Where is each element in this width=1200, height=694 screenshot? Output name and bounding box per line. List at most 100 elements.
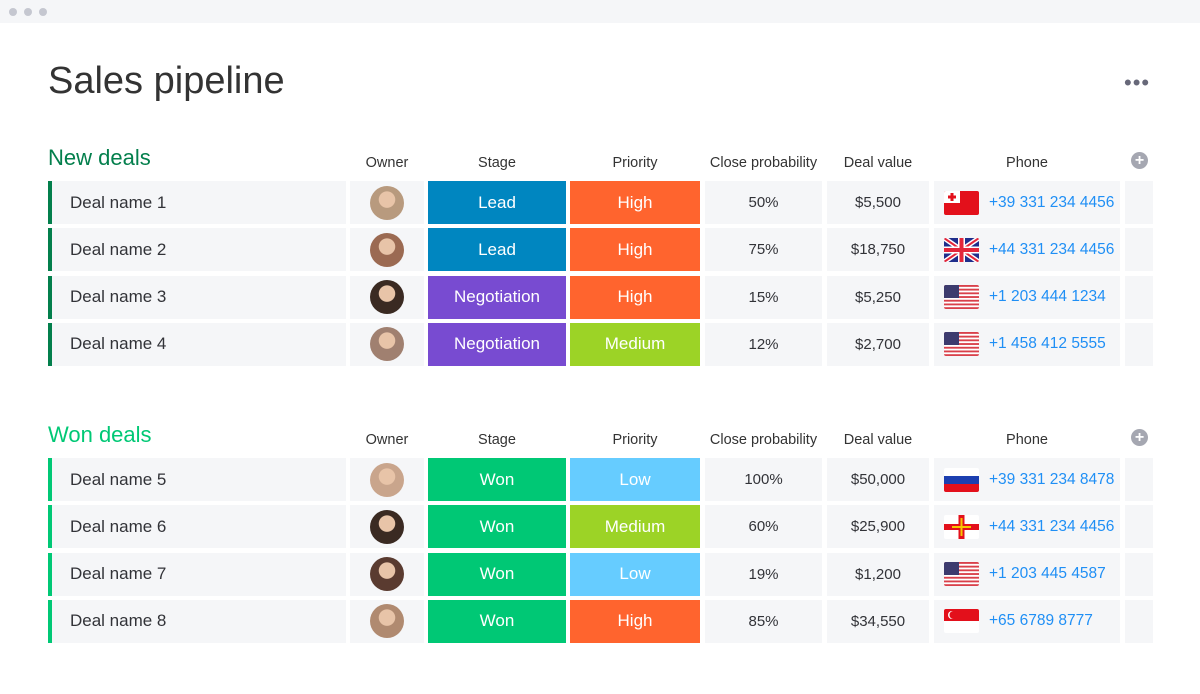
flag-us-icon [944, 332, 979, 357]
column-header-prob[interactable]: Close probability [709, 432, 818, 448]
priority-status[interactable]: Medium [570, 505, 700, 549]
column-header-phone[interactable]: Phone [1006, 432, 1048, 448]
phone-number[interactable]: +1 203 444 1234 [989, 288, 1106, 306]
add-column-icon[interactable]: + [1131, 152, 1148, 169]
avatar [370, 462, 404, 497]
priority-status[interactable]: Medium [570, 322, 700, 366]
avatar [370, 557, 404, 592]
more-options-icon[interactable]: ••• [1124, 70, 1151, 95]
phone-cell[interactable]: +44 331 234 4456 [934, 505, 1120, 549]
phone-cell[interactable]: +44 331 234 4456 [934, 228, 1120, 272]
empty-cell [1125, 275, 1153, 319]
column-header-priority[interactable]: Priority [612, 432, 658, 448]
deal-value[interactable]: $5,250 [827, 275, 929, 319]
owner-cell[interactable] [350, 458, 424, 501]
column-header-priority[interactable]: Priority [612, 155, 658, 171]
priority-status[interactable]: High [570, 599, 700, 643]
close-probability[interactable]: 75% [705, 228, 822, 272]
close-probability[interactable]: 19% [705, 552, 822, 596]
group-title[interactable]: Won deals [48, 422, 152, 447]
avatar [370, 280, 404, 315]
column-header-owner[interactable]: Owner [365, 155, 409, 171]
deal-name[interactable]: Deal name 5 [48, 458, 346, 501]
empty-cell [1125, 599, 1153, 643]
column-header-value[interactable]: Deal value [843, 432, 913, 448]
deal-value[interactable]: $25,900 [827, 505, 929, 549]
deal-name[interactable]: Deal name 6 [48, 505, 346, 549]
group-title[interactable]: New deals [48, 145, 151, 170]
deal-name[interactable]: Deal name 8 [48, 599, 346, 643]
stage-status[interactable]: Lead [428, 228, 566, 272]
empty-cell [1125, 458, 1153, 501]
phone-cell[interactable]: +39 331 234 8478 [934, 458, 1120, 501]
deal-value[interactable]: $1,200 [827, 552, 929, 596]
column-header-prob[interactable]: Close probability [709, 155, 818, 171]
close-probability[interactable]: 85% [705, 599, 822, 643]
priority-status[interactable]: Low [570, 552, 700, 596]
priority-status[interactable]: Low [570, 458, 700, 501]
owner-cell[interactable] [350, 505, 424, 549]
phone-number[interactable]: +39 331 234 4456 [989, 193, 1115, 211]
owner-cell[interactable] [350, 552, 424, 596]
flag-tonga-icon [944, 190, 979, 215]
priority-status[interactable]: High [570, 275, 700, 319]
column-header-value[interactable]: Deal value [843, 155, 913, 171]
priority-status[interactable]: High [570, 228, 700, 272]
deal-value[interactable]: $18,750 [827, 228, 929, 272]
phone-cell[interactable]: +1 203 444 1234 [934, 275, 1120, 319]
phone-number[interactable]: +1 203 445 4587 [989, 565, 1106, 583]
stage-status[interactable]: Negotiation [428, 275, 566, 319]
phone-cell[interactable]: +1 203 445 4587 [934, 552, 1120, 596]
table-row: Deal name 1 Lead High 50% $5,500 +39 331 234 … [48, 181, 1153, 224]
deal-name[interactable]: Deal name 7 [48, 552, 346, 596]
phone-number[interactable]: +39 331 234 8478 [989, 470, 1115, 488]
deal-value[interactable]: $2,700 [827, 322, 929, 366]
table-row: Deal name 6 Won Medium 60% $25,900 +44 331 23… [48, 505, 1153, 549]
phone-number[interactable]: +65 6789 8777 [989, 612, 1093, 630]
empty-cell [1125, 322, 1153, 366]
phone-number[interactable]: +44 331 234 4456 [989, 517, 1115, 535]
deal-name[interactable]: Deal name 4 [48, 322, 346, 366]
deal-name[interactable]: Deal name 2 [48, 228, 346, 272]
add-column-icon[interactable]: + [1131, 429, 1148, 446]
column-header-stage[interactable]: Stage [478, 432, 516, 448]
column-header-phone[interactable]: Phone [1006, 155, 1048, 171]
stage-status[interactable]: Won [428, 458, 566, 501]
stage-status[interactable]: Won [428, 505, 566, 549]
close-probability[interactable]: 60% [705, 505, 822, 549]
stage-status[interactable]: Won [428, 599, 566, 643]
flag-uk-icon [944, 237, 979, 262]
phone-cell[interactable]: +65 6789 8777 [934, 599, 1120, 643]
stage-status[interactable]: Won [428, 552, 566, 596]
owner-cell[interactable] [350, 228, 424, 272]
phone-cell[interactable]: +1 458 412 5555 [934, 322, 1120, 366]
table-row: Deal name 8 Won High 85% $34,550 +65 6789 877… [48, 599, 1153, 643]
table-row: Deal name 5 Won Low 100% $50,000 +39 331 234 … [48, 458, 1153, 501]
close-probability[interactable]: 15% [705, 275, 822, 319]
window-titlebar [0, 0, 1200, 23]
owner-cell[interactable] [350, 181, 424, 224]
column-header-owner[interactable]: Owner [365, 432, 409, 448]
owner-cell[interactable] [350, 599, 424, 643]
owner-cell[interactable] [350, 275, 424, 319]
column-header-stage[interactable]: Stage [478, 155, 516, 171]
deal-value[interactable]: $50,000 [827, 458, 929, 501]
flag-russia-icon [944, 467, 979, 492]
close-probability[interactable]: 100% [705, 458, 822, 501]
phone-number[interactable]: +1 458 412 5555 [989, 335, 1106, 353]
close-probability[interactable]: 50% [705, 181, 822, 224]
deal-name[interactable]: Deal name 1 [48, 181, 346, 224]
stage-status[interactable]: Lead [428, 181, 566, 224]
phone-cell[interactable]: +39 331 234 4456 [934, 181, 1120, 224]
avatar [370, 185, 404, 220]
empty-cell [1125, 505, 1153, 549]
priority-status[interactable]: High [570, 181, 700, 224]
stage-status[interactable]: Negotiation [428, 322, 566, 366]
close-probability[interactable]: 12% [705, 322, 822, 366]
flag-singapore-icon [944, 609, 979, 634]
phone-number[interactable]: +44 331 234 4456 [989, 240, 1115, 258]
deal-value[interactable]: $34,550 [827, 599, 929, 643]
deal-name[interactable]: Deal name 3 [48, 275, 346, 319]
owner-cell[interactable] [350, 322, 424, 366]
deal-value[interactable]: $5,500 [827, 181, 929, 224]
